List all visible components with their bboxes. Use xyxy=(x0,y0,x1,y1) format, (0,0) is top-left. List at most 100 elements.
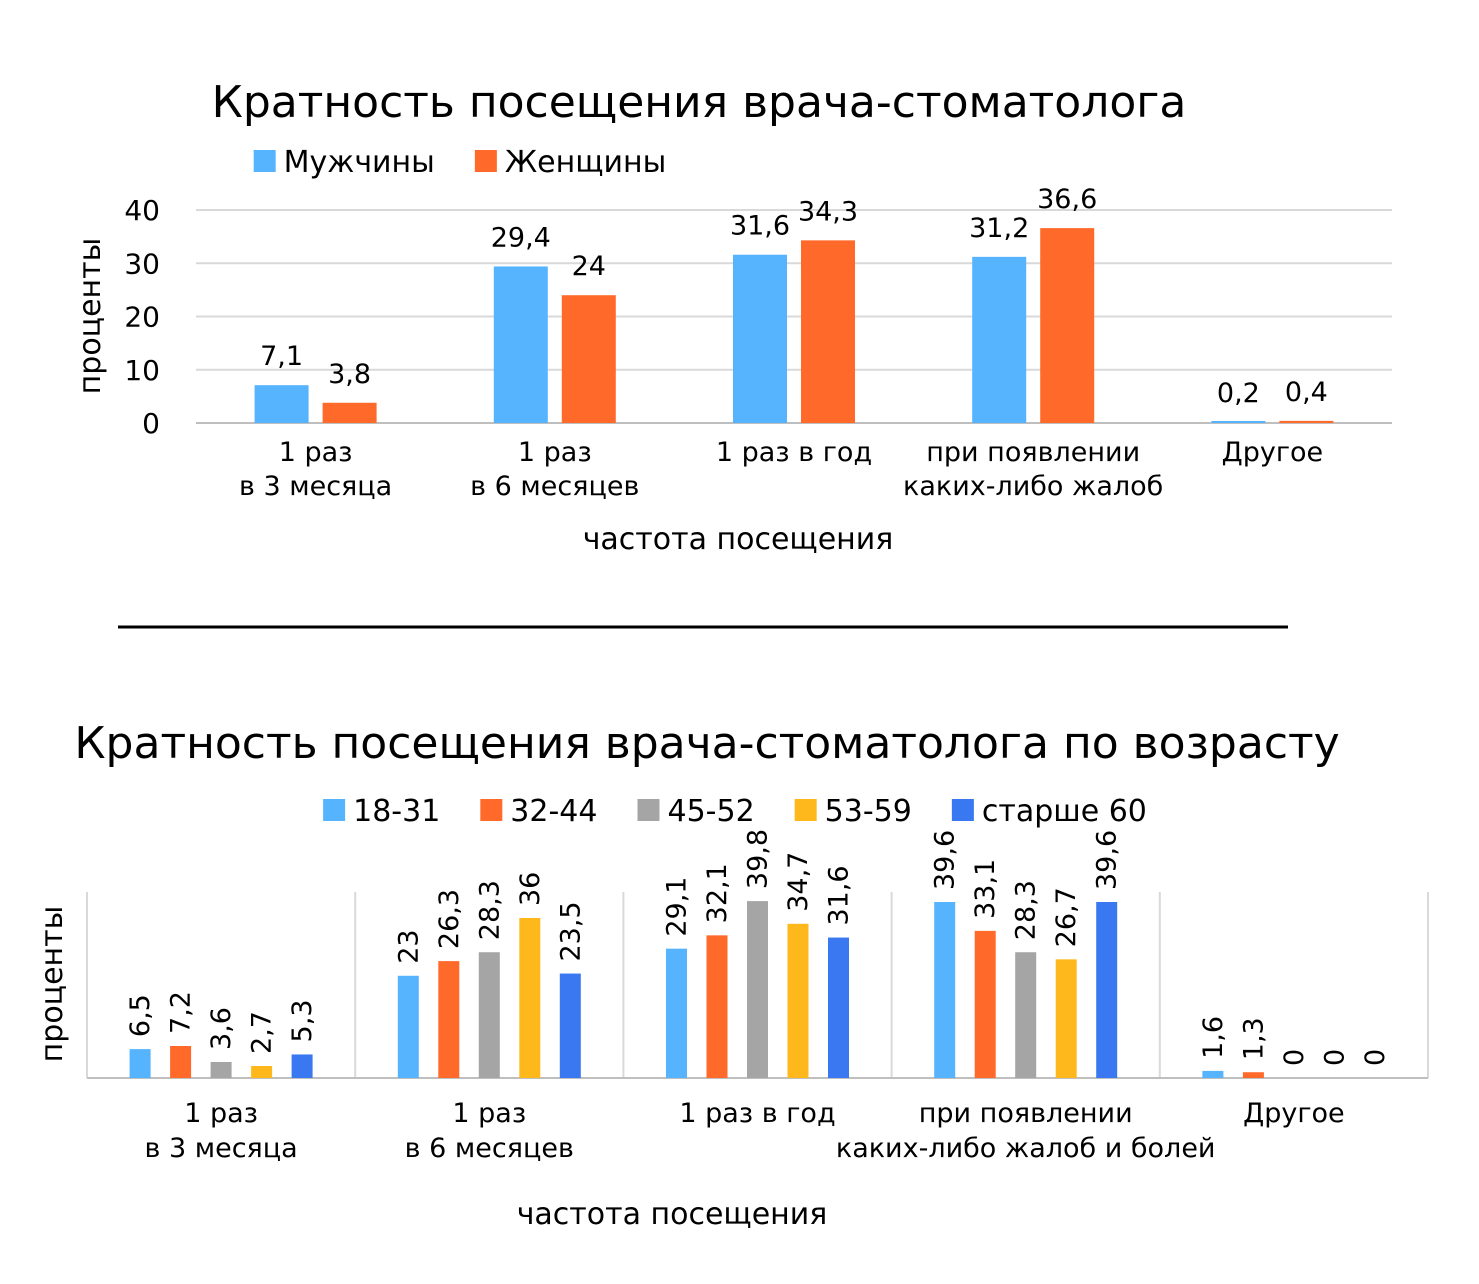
chart1-data-label: 24 xyxy=(572,251,606,282)
chart1-category-label: Другое xyxy=(1222,437,1324,468)
chart2-category-label: при появлении xyxy=(919,1098,1133,1129)
legend-swatch-5 xyxy=(951,799,974,821)
legend-swatch-3 xyxy=(637,799,660,821)
chart2-category-label: 1 раз в год xyxy=(679,1098,835,1129)
chart1-data-label: 34,3 xyxy=(798,196,858,227)
chart2-data-label: 23 xyxy=(393,929,424,963)
chart2-data-label: 31,6 xyxy=(824,865,855,925)
chart1-bar-s2-c1 xyxy=(322,402,377,423)
legend: Мужчины Женщины xyxy=(253,145,666,180)
chart2-bar-s2-c4 xyxy=(974,930,996,1078)
chart2-bar-s1-c2 xyxy=(397,975,419,1078)
chart2-bar-s2-c2 xyxy=(438,961,460,1078)
chart1-data-label: 3,8 xyxy=(328,359,371,390)
chart2-data-label: 32,1 xyxy=(702,863,733,923)
chart2-bar-s3-c3 xyxy=(747,901,768,1078)
chart1-bar-s1-c4 xyxy=(972,256,1027,423)
legend-swatch-2 xyxy=(474,150,497,172)
chart1-data-label: 0,4 xyxy=(1285,377,1328,408)
chart1-bar-s1-c2 xyxy=(493,266,548,423)
chart2-y-axis-label: проценты xyxy=(35,906,70,1063)
chart2-bar-s2-c3 xyxy=(706,935,728,1078)
chart2-data-label: 0 xyxy=(1319,1049,1350,1066)
chart2-bar-s3-c2 xyxy=(478,952,500,1078)
chart2-data-label: 3,6 xyxy=(206,1007,237,1050)
chart2-category-label: 1 раз xyxy=(452,1098,526,1129)
chart1-ytick: 20 xyxy=(124,301,160,334)
chart2-bar-s1-c3 xyxy=(666,948,687,1078)
chart2-bar-s4-c2 xyxy=(519,918,541,1078)
legend-label-3: 45-52 xyxy=(667,794,754,829)
chart1-y-axis-label: проценты xyxy=(73,238,108,395)
chart2-bar-s2-c1 xyxy=(170,1046,192,1078)
chart2-data-label: 7,2 xyxy=(166,991,197,1034)
legend: 18-31 32-44 45-52 53-59 старше 60 xyxy=(323,794,1147,829)
chart2-category-label: в 6 месяцев xyxy=(405,1133,574,1164)
chart2-data-label: 6,5 xyxy=(125,994,156,1037)
chart1-data-label: 0,2 xyxy=(1217,378,1260,409)
chart2-data-label: 28,3 xyxy=(474,880,505,940)
chart1-data-label: 31,6 xyxy=(730,211,790,242)
chart1-category-label: каких-либо жалоб xyxy=(903,471,1163,502)
chart2-data-label: 39,8 xyxy=(743,829,774,889)
chart2-data-label: 39,6 xyxy=(1092,830,1123,890)
chart1-bar-s1-c1 xyxy=(254,385,309,423)
chart1-category-label: при появлении xyxy=(926,437,1140,468)
chart1-category-label: в 6 месяцев xyxy=(470,471,639,502)
chart2-data-label: 1,3 xyxy=(1238,1017,1269,1060)
legend-label-2: Женщины xyxy=(505,145,666,180)
chart2-title: Кратность посещения врача-стоматолога по… xyxy=(74,718,1339,769)
chart2-data-label: 26,3 xyxy=(434,889,465,949)
chart2-data-label: 1,6 xyxy=(1198,1016,1229,1059)
chart2-bar-s1-c4 xyxy=(934,902,956,1078)
chart2-data-label: 39,6 xyxy=(930,830,961,890)
chart2-x-axis-label: частота посещения xyxy=(517,1197,828,1232)
chart2-data-label: 36 xyxy=(515,872,546,906)
legend-label-1: 18-31 xyxy=(353,794,440,829)
chart2-data-label: 29,1 xyxy=(662,877,693,937)
chart2-bar-s3-c1 xyxy=(210,1062,232,1078)
chart1-ytick: 0 xyxy=(142,407,160,440)
chart2-category-label: каких-либо жалоб и болей xyxy=(836,1133,1216,1164)
legend-swatch-1 xyxy=(323,799,346,821)
chart1-category-label: 1 раз в год xyxy=(716,437,872,468)
chart2-category-label: в 3 месяца xyxy=(144,1133,297,1164)
legend-label-1: Мужчины xyxy=(284,145,435,180)
chart2-bar-s2-c5 xyxy=(1242,1072,1264,1078)
legend-swatch-2 xyxy=(480,799,503,821)
chart2-data-label: 28,3 xyxy=(1011,880,1042,940)
chart2-bar-s5-c4 xyxy=(1096,902,1118,1078)
chart1-category-label: в 3 месяца xyxy=(239,471,392,502)
chart2-bar-s5-c1 xyxy=(291,1054,313,1078)
legend-label-4: 53-59 xyxy=(825,794,912,829)
chart2-data-label: 23,5 xyxy=(555,901,586,961)
chart1-data-label: 36,6 xyxy=(1037,184,1097,215)
chart1-data-label: 7,1 xyxy=(260,341,303,372)
chart2-bar-s5-c3 xyxy=(828,937,849,1078)
chart2-data-label: 26,7 xyxy=(1051,887,1082,947)
chart2-bar-s4-c4 xyxy=(1055,959,1077,1078)
legend-label-5: старше 60 xyxy=(982,794,1147,829)
chart1-x-axis-label: частота посещения xyxy=(583,522,894,557)
chart2-bar-s1-c5 xyxy=(1202,1070,1224,1078)
chart1-category-label: 1 раз xyxy=(518,437,592,468)
chart1-bar-s1-c5 xyxy=(1211,421,1266,423)
chart1-ytick: 30 xyxy=(124,247,160,280)
chart1-bar-s1-c3 xyxy=(733,254,787,423)
chart1-data-label: 29,4 xyxy=(491,222,551,253)
chart1-bar-s2-c4 xyxy=(1040,228,1095,423)
chart2-data-label: 2,7 xyxy=(247,1011,278,1054)
chart2-data-label: 0 xyxy=(1279,1049,1310,1066)
chart1-ytick: 10 xyxy=(124,354,160,387)
chart2-bar-s5-c2 xyxy=(559,973,581,1078)
chart2-bar-s3-c4 xyxy=(1015,952,1037,1078)
chart2-data-label: 5,3 xyxy=(287,999,318,1042)
legend-swatch-1 xyxy=(253,150,276,172)
chart2-bar-s4-c1 xyxy=(251,1066,273,1078)
chart1-category-label: 1 раз xyxy=(279,437,353,468)
chart1-data-label: 31,2 xyxy=(969,213,1029,244)
legend-label-2: 32-44 xyxy=(510,794,597,829)
chart1-bar-s2-c5 xyxy=(1279,420,1334,423)
chart2-data-label: 0 xyxy=(1360,1049,1391,1066)
